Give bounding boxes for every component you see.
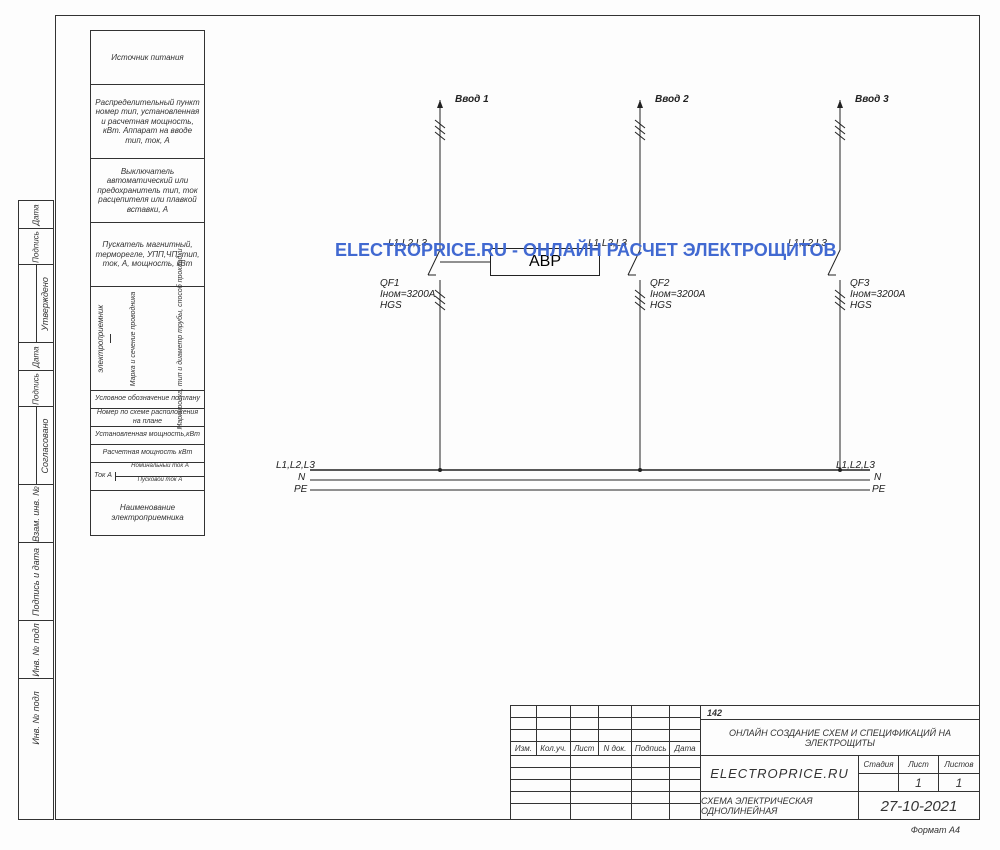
sheet-header: Лист [899, 756, 939, 773]
spec-row: Установленная мощность,кВт [91, 427, 204, 445]
bus-label-n: N [298, 472, 305, 483]
stage-header: Стадия [859, 756, 899, 773]
spec-sublabel: Маркировка, тип и диаметр трубы, способ … [177, 248, 185, 429]
breaker-label-group: QF2 Iном=3200A HGS [650, 278, 705, 311]
format-label: Формат A4 [911, 825, 960, 835]
bus-label-pe: PE [872, 484, 885, 495]
sheets-header: Листов [939, 756, 979, 773]
spec-row: Пускатель магнитный, терморегле, УПП,ЧП,… [91, 223, 204, 287]
drawing-date: 27-10-2021 [859, 792, 979, 820]
sheet-value: 1 [899, 774, 939, 791]
margin-label: Подпись и дата [31, 547, 41, 615]
spec-sublabel: Марка и сечение проводника [130, 291, 138, 386]
margin-label: Взам. инв. № [31, 486, 41, 542]
margin-label: Дата [32, 204, 41, 225]
diagram-svg [280, 90, 900, 520]
bus-label-l: L1,L2,L3 [276, 460, 315, 471]
org-name: ELECTROPRICE.RU [701, 756, 859, 791]
rev-header: Дата [670, 742, 700, 755]
doc-number: 142 [701, 706, 979, 720]
margin-label: Инв. № подл [31, 623, 41, 676]
margin-label: Подпись [32, 373, 41, 405]
watermark-text: ELECTROPRICE.RU - ОНЛАЙН РАСЧЕТ ЭЛЕКТРОЩ… [335, 240, 837, 261]
spec-tok-label: Ток А [91, 472, 116, 480]
spec-row: Распределительный пункт номер тип, устан… [91, 85, 204, 159]
margin-label: Утверждено [40, 277, 50, 331]
input-label: Ввод 3 [855, 94, 889, 105]
bus-label-pe: PE [294, 484, 307, 495]
margin-label: Согласовано [40, 418, 50, 473]
rev-header: Подпись [632, 742, 670, 755]
margin-label: Дата [32, 346, 41, 367]
rev-header: Изм. [511, 742, 537, 755]
rev-header: Кол.уч. [537, 742, 571, 755]
input-label: Ввод 2 [655, 94, 689, 105]
bus-label-l: L1,L2,L3 [836, 460, 875, 471]
spec-row: Условное обозначение по плану [91, 391, 204, 409]
approval-strip: Дата Подпись Утверждено Дата Подпись Сог… [18, 200, 54, 820]
margin-label: Подпись [32, 231, 41, 263]
margin-label: Инв. № подл [31, 691, 41, 744]
spec-row: Выключатель автоматический или предохран… [91, 159, 204, 223]
breaker-label-group: QF1 Iном=3200A HGS [380, 278, 435, 311]
sheets-value: 1 [939, 774, 979, 791]
drawing-title: СХЕМА ЭЛЕКТРИЧЕСКАЯ ОДНОЛИНЕЙНАЯ [701, 792, 859, 820]
spec-row: Наименование электроприемника [91, 491, 204, 535]
spec-tok-top: Номинальный ток А [116, 463, 204, 477]
title-block: Изм. Кол.уч. Лист N док. Подпись Дата 14… [510, 705, 980, 820]
single-line-diagram: АВР Ввод 1 Ввод 2 Ввод 3 L1,L2,L3 L1,L2,… [280, 90, 900, 520]
rev-header: N док. [599, 742, 633, 755]
spec-row: Номер по схеме расположения на плане [91, 409, 204, 427]
title-main: ОНЛАЙН СОЗДАНИЕ СХЕМ И СПЕЦИФИКАЦИЙ НА Э… [701, 720, 979, 756]
spec-table: Источник питания Распределительный пункт… [90, 30, 205, 536]
rev-header: Лист [571, 742, 599, 755]
stage-value [859, 774, 899, 791]
spec-tok-bottom: Пусковой ток А [116, 477, 204, 490]
bus-label-n: N [874, 472, 881, 483]
breaker-label-group: QF3 Iном=3200A HGS [850, 278, 905, 311]
spec-row: Источник питания [91, 31, 204, 85]
input-label: Ввод 1 [455, 94, 489, 105]
spec-row: Расчетная мощность кВт [91, 445, 204, 463]
spec-side-label: электроприемник [96, 305, 106, 373]
